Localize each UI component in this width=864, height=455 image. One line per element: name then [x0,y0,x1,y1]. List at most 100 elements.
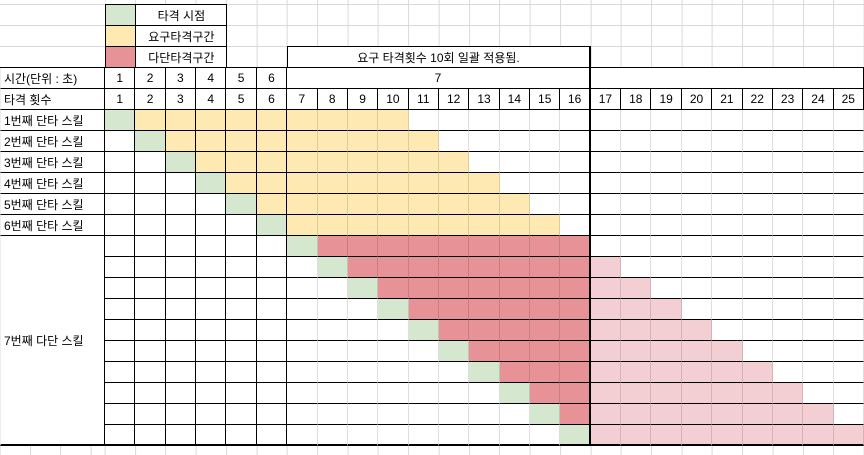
hit-count-header[interactable]: 24 [803,89,834,110]
empty-cell[interactable] [256,341,288,362]
empty-cell[interactable] [287,404,318,425]
empty-cell[interactable] [135,278,166,299]
empty-cell[interactable] [287,299,318,320]
multi-overflow-cell[interactable] [803,404,834,425]
hit-cell[interactable] [135,131,166,152]
hit-cell[interactable] [287,236,318,257]
required-interval-cell[interactable] [287,152,318,173]
multi-overflow-cell[interactable] [590,383,622,404]
empty-cell[interactable] [803,362,834,383]
multi-interval-cell[interactable] [530,278,561,299]
empty-cell[interactable] [681,152,713,173]
empty-cell[interactable] [712,110,743,131]
required-interval-cell[interactable] [317,110,348,131]
empty-cell[interactable] [196,341,227,362]
empty-cell[interactable] [772,257,804,278]
required-interval-cell[interactable] [256,194,288,215]
empty-cell[interactable] [256,383,288,404]
hit-count-header[interactable]: 23 [772,89,804,110]
multi-interval-cell[interactable] [530,257,561,278]
multi-interval-cell[interactable] [438,320,470,341]
empty-cell[interactable] [499,425,531,446]
empty-cell[interactable] [560,173,591,194]
empty-cell[interactable] [105,383,136,404]
empty-cell[interactable] [438,110,470,131]
empty-cell[interactable] [105,173,136,194]
empty-cell[interactable] [196,215,227,236]
hit-cell[interactable] [226,194,257,215]
empty-cell[interactable] [226,362,257,383]
multi-overflow-cell[interactable] [742,404,773,425]
required-interval-cell[interactable] [438,215,470,236]
empty-cell[interactable] [226,299,257,320]
empty-cell[interactable] [196,404,227,425]
empty-cell[interactable] [681,299,713,320]
multi-interval-cell[interactable] [560,362,591,383]
empty-cell[interactable] [256,425,288,446]
empty-cell[interactable] [560,131,591,152]
empty-cell[interactable] [105,320,136,341]
empty-cell[interactable] [803,173,834,194]
hit-cell[interactable] [347,278,379,299]
required-interval-cell[interactable] [287,110,318,131]
multi-overflow-cell[interactable] [651,404,682,425]
empty-cell[interactable] [317,278,348,299]
empty-cell[interactable] [681,110,713,131]
multi-interval-cell[interactable] [560,341,591,362]
required-interval-cell[interactable] [347,131,379,152]
time-col-header[interactable]: 2 [135,68,166,89]
required-interval-cell[interactable] [347,173,379,194]
multi-interval-cell[interactable] [499,257,531,278]
empty-cell[interactable] [621,194,652,215]
empty-cell[interactable] [621,215,652,236]
empty-cell[interactable] [560,215,591,236]
multi-interval-cell[interactable] [408,278,439,299]
empty-cell[interactable] [499,173,531,194]
multi-overflow-cell[interactable] [681,341,713,362]
legend-label[interactable]: 다단타격구간 [135,46,228,68]
required-interval-cell[interactable] [438,173,470,194]
empty-cell[interactable] [317,404,348,425]
required-interval-cell[interactable] [165,131,197,152]
required-interval-cell[interactable] [438,152,470,173]
empty-cell[interactable] [712,320,743,341]
required-interval-cell[interactable] [226,173,257,194]
multi-interval-cell[interactable] [560,404,591,425]
empty-cell[interactable] [165,404,197,425]
empty-cell[interactable] [287,383,318,404]
empty-cell[interactable] [165,299,197,320]
empty-cell[interactable] [742,110,773,131]
empty-cell[interactable] [803,299,834,320]
multi-overflow-cell[interactable] [712,341,743,362]
empty-cell[interactable] [712,278,743,299]
multi-overflow-cell[interactable] [742,362,773,383]
skill-row-label[interactable]: 3번째 단타 스킬 [0,152,105,173]
empty-cell[interactable] [196,257,227,278]
multi-interval-cell[interactable] [408,257,439,278]
multi-overflow-cell[interactable] [590,299,622,320]
multi-interval-cell[interactable] [469,236,500,257]
multi-overflow-cell[interactable] [772,404,804,425]
empty-cell[interactable] [105,299,136,320]
empty-cell[interactable] [772,131,804,152]
time-col-header[interactable]: 5 [226,68,257,89]
empty-cell[interactable] [135,362,166,383]
multi-skill-label[interactable]: 7번째 다단 스킬 [0,236,105,446]
empty-cell[interactable] [287,362,318,383]
required-interval-cell[interactable] [378,131,409,152]
empty-cell[interactable] [590,173,622,194]
hit-count-header[interactable]: 4 [196,89,227,110]
empty-cell[interactable] [651,131,682,152]
hits-row-label[interactable]: 타격 횟수 [0,89,105,110]
empty-cell[interactable] [317,362,348,383]
empty-cell[interactable] [590,110,622,131]
time-col-header[interactable]: 1 [105,68,136,89]
required-interval-cell[interactable] [408,215,439,236]
empty-cell[interactable] [226,425,257,446]
hit-count-header[interactable]: 6 [256,89,288,110]
hit-count-header[interactable]: 16 [560,89,591,110]
multi-interval-cell[interactable] [469,257,500,278]
empty-cell[interactable] [772,215,804,236]
empty-cell[interactable] [105,278,136,299]
empty-cell[interactable] [287,425,318,446]
